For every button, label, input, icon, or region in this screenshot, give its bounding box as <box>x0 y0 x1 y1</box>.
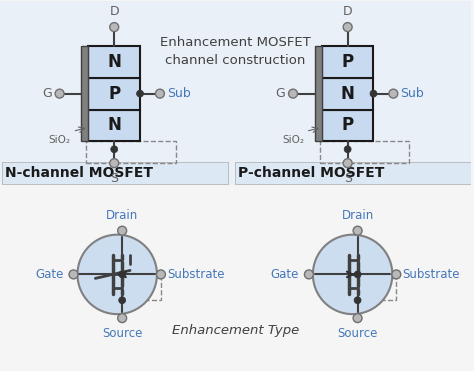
Circle shape <box>353 226 362 235</box>
Text: Gate: Gate <box>271 268 299 281</box>
Text: Sub: Sub <box>400 87 424 100</box>
Bar <box>322 109 374 141</box>
Bar <box>236 162 471 184</box>
Text: Substrate: Substrate <box>167 268 224 281</box>
Text: Drain: Drain <box>341 209 374 222</box>
Bar <box>82 46 89 141</box>
Circle shape <box>354 297 361 304</box>
Text: S: S <box>344 172 352 185</box>
Circle shape <box>354 271 361 278</box>
Text: N: N <box>107 53 121 71</box>
Bar <box>0 1 471 185</box>
Bar <box>2 162 228 184</box>
Text: G: G <box>275 87 285 100</box>
Circle shape <box>111 146 118 153</box>
Text: N: N <box>107 116 121 134</box>
Circle shape <box>389 89 398 98</box>
Text: SiO₂: SiO₂ <box>48 135 71 145</box>
Text: P: P <box>342 116 354 134</box>
Text: Substrate: Substrate <box>402 268 460 281</box>
Circle shape <box>69 270 78 279</box>
Circle shape <box>370 90 377 97</box>
Circle shape <box>55 89 64 98</box>
Text: D: D <box>109 5 119 18</box>
Circle shape <box>118 271 126 278</box>
Circle shape <box>155 89 164 98</box>
Text: Enhancement Type: Enhancement Type <box>172 324 299 336</box>
Text: G: G <box>42 87 52 100</box>
Bar <box>86 141 176 163</box>
Circle shape <box>118 297 126 304</box>
Circle shape <box>344 146 351 153</box>
Bar <box>320 141 409 163</box>
Text: Gate: Gate <box>35 268 64 281</box>
Bar <box>89 46 140 78</box>
Text: Source: Source <box>337 327 378 340</box>
Bar <box>89 109 140 141</box>
Circle shape <box>77 235 157 314</box>
Text: S: S <box>110 172 118 185</box>
Text: N-channel MOSFET: N-channel MOSFET <box>5 166 153 180</box>
Text: P: P <box>342 53 354 71</box>
Bar <box>89 78 140 109</box>
Circle shape <box>343 159 352 168</box>
Bar <box>122 278 161 300</box>
Circle shape <box>313 235 392 314</box>
Circle shape <box>110 23 118 32</box>
Circle shape <box>110 159 118 168</box>
Bar <box>322 46 374 78</box>
Bar <box>322 78 374 109</box>
Text: Enhancement MOSFET
channel construction: Enhancement MOSFET channel construction <box>160 36 311 68</box>
Circle shape <box>304 270 313 279</box>
Circle shape <box>392 270 401 279</box>
Circle shape <box>118 313 127 322</box>
Circle shape <box>118 226 127 235</box>
Text: SiO₂: SiO₂ <box>282 135 304 145</box>
Circle shape <box>137 90 144 97</box>
Circle shape <box>353 313 362 322</box>
Text: Source: Source <box>102 327 142 340</box>
Circle shape <box>289 89 298 98</box>
Circle shape <box>343 23 352 32</box>
Bar <box>357 278 396 300</box>
Bar <box>315 46 322 141</box>
Text: P: P <box>108 85 120 103</box>
Text: P-channel MOSFET: P-channel MOSFET <box>238 166 385 180</box>
Text: Sub: Sub <box>167 87 191 100</box>
Circle shape <box>156 270 165 279</box>
Text: D: D <box>343 5 353 18</box>
Text: N: N <box>341 85 355 103</box>
Text: Drain: Drain <box>106 209 138 222</box>
